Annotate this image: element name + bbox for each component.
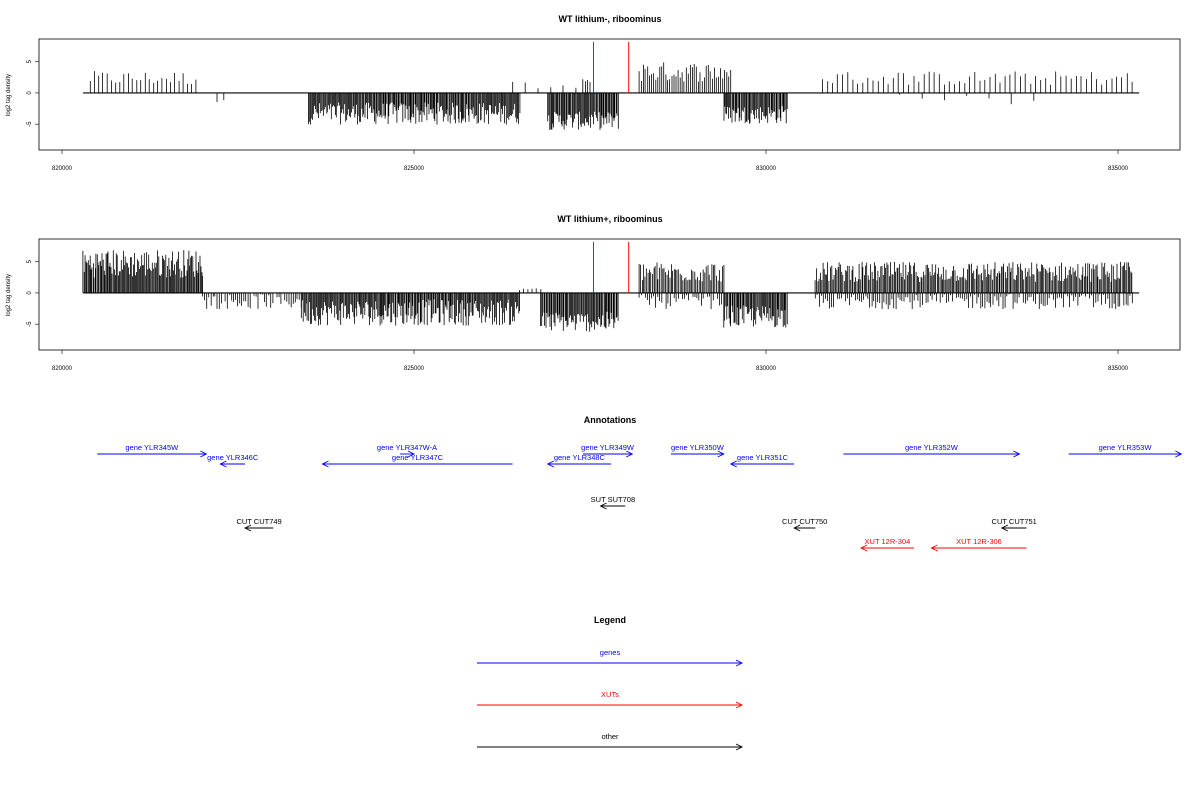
- x-tick-label: 835000: [1108, 366, 1129, 372]
- x-tick-label: 825000: [404, 366, 425, 372]
- legend-label: XUTs: [601, 690, 619, 699]
- annotation-feature: gene YLR351C: [729, 453, 795, 468]
- annotation-feature: gene YLR347C: [321, 453, 513, 468]
- arrow-head-icon: [219, 460, 227, 468]
- feature-label: gene YLR350W: [671, 443, 725, 452]
- plot-frame: [38, 238, 1181, 351]
- annotation-feature: CUT CUT749: [236, 517, 282, 532]
- annotation-feature: gene YLR352W: [843, 443, 1021, 458]
- arrow-head-icon: [626, 450, 634, 458]
- annotation-feature: SUT SUT708: [591, 495, 635, 510]
- annotation-feature: gene YLR349W: [581, 443, 635, 458]
- annotation-feature: gene YLR348C: [546, 453, 612, 468]
- x-tick-label: 830000: [756, 366, 777, 372]
- feature-label: gene YLR347W-A: [377, 443, 437, 452]
- arrow-head-icon: [200, 450, 208, 458]
- feature-label: XUT 12R-306: [956, 537, 1002, 546]
- x-tick-label: 820000: [52, 366, 73, 372]
- panel-title: WT lithium+, riboominus: [557, 214, 662, 224]
- annotation-feature: CUT CUT750: [782, 517, 827, 532]
- bars-group: [82, 250, 1133, 332]
- arrow-head-icon: [407, 450, 416, 458]
- arrow-head-icon: [599, 502, 607, 510]
- annotations-title: Annotations: [584, 415, 637, 425]
- feature-label: gene YLR345W: [125, 443, 179, 452]
- legend-entry: genes: [477, 648, 744, 667]
- feature-label: CUT CUT751: [992, 517, 1037, 526]
- arrow-head-icon: [860, 544, 868, 552]
- legend: Legend genes XUTs other: [477, 615, 744, 751]
- arrow-head-icon: [1175, 450, 1183, 458]
- arrow-head-icon: [1000, 524, 1009, 532]
- axes-group: -5 0 5 820000 825000 830000 835000: [27, 42, 1140, 172]
- feature-label: gene YLR352W: [905, 443, 959, 452]
- annotation-feature: CUT CUT751: [992, 517, 1037, 532]
- density-panel-lithium-minus: WT lithium-, riboominus log2 tag density…: [6, 14, 1181, 172]
- axes-group: -5 0 5 820000 825000 830000 835000: [27, 242, 1140, 372]
- feature-label: CUT CUT749: [236, 517, 281, 526]
- panel-title: WT lithium-, riboominus: [559, 14, 662, 24]
- legend-entry: XUTs: [477, 690, 744, 709]
- y-axis-label: log2 tag density: [6, 74, 12, 116]
- annotation-feature: XUT 12R-306: [930, 537, 1027, 552]
- x-tick-label: 825000: [404, 166, 425, 172]
- legend-items: genes XUTs other: [477, 648, 744, 751]
- feature-label: XUT 12R-304: [865, 537, 911, 546]
- feature-label: gene YLR347C: [392, 453, 444, 462]
- feature-label: SUT SUT708: [591, 495, 635, 504]
- annotation-feature: gene YLR350W: [670, 443, 725, 458]
- annotation-feature: gene YLR347W-A: [377, 443, 437, 458]
- annotation-feature: gene YLR346C: [207, 453, 259, 468]
- feature-label: gene YLR346C: [207, 453, 259, 462]
- feature-label: gene YLR349W: [581, 443, 635, 452]
- arrow-head-icon: [735, 701, 744, 709]
- annotation-feature: gene YLR353W: [1068, 443, 1183, 458]
- annotations-track: Annotations gene YLR345W gene YLR346C gene…: [97, 415, 1183, 552]
- arrow-head-icon: [717, 450, 725, 458]
- feature-label: gene YLR353W: [1099, 443, 1153, 452]
- arrow-head-icon: [729, 460, 738, 468]
- y-tick-label: -5: [27, 121, 33, 127]
- bars-group: [89, 62, 1133, 130]
- legend-label: other: [601, 732, 619, 741]
- y-tick-label: 0: [27, 91, 33, 95]
- arrow-head-icon: [735, 659, 744, 667]
- x-tick-label: 835000: [1108, 166, 1129, 172]
- arrow-head-icon: [793, 524, 801, 532]
- x-tick-label: 820000: [52, 166, 73, 172]
- arrow-head-icon: [735, 743, 744, 751]
- arrow-head-icon: [1013, 450, 1021, 458]
- feature-label: gene YLR348C: [554, 453, 606, 462]
- annotation-feature: gene YLR345W: [97, 443, 208, 458]
- y-axis-label: log2 tag density: [6, 274, 12, 316]
- x-tick-label: 830000: [756, 166, 777, 172]
- y-tick-label: 0: [27, 291, 33, 295]
- density-panel-lithium-plus: WT lithium+, riboominus log2 tag density…: [6, 214, 1181, 372]
- plot-frame: [38, 38, 1181, 151]
- y-tick-label: 5: [27, 59, 33, 63]
- arrow-head-icon: [546, 460, 554, 468]
- arrow-head-icon: [244, 524, 252, 532]
- y-tick-label: -5: [27, 321, 33, 327]
- legend-entry: other: [477, 732, 744, 751]
- feature-label: CUT CUT750: [782, 517, 827, 526]
- legend-title: Legend: [594, 615, 626, 625]
- arrow-head-icon: [321, 460, 329, 468]
- legend-label: genes: [600, 648, 621, 657]
- annotation-feature: XUT 12R-304: [860, 537, 914, 552]
- arrow-head-icon: [930, 544, 938, 552]
- y-tick-label: 5: [27, 259, 33, 263]
- feature-label: gene YLR351C: [737, 453, 789, 462]
